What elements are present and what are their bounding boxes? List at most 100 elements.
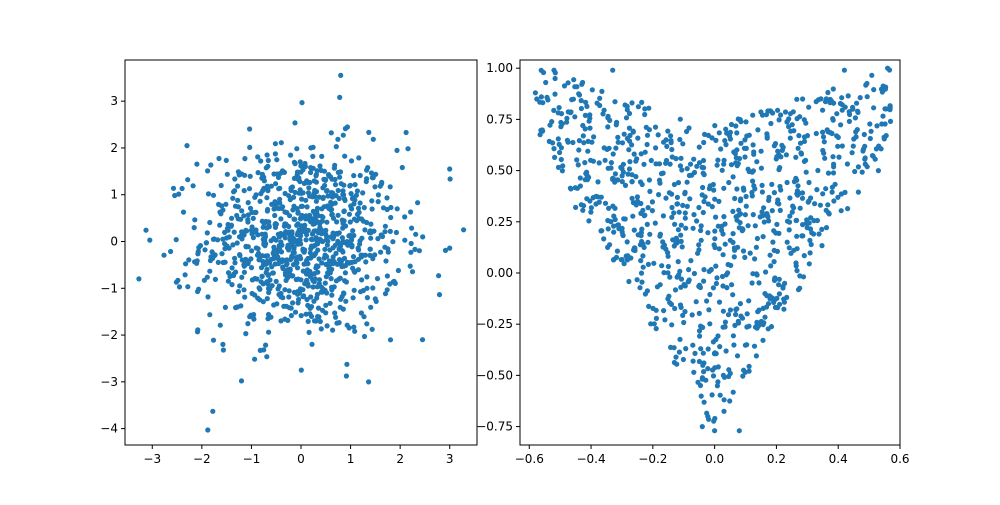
data-point xyxy=(634,277,640,283)
data-point xyxy=(700,209,706,216)
data-point xyxy=(319,218,325,224)
data-point xyxy=(760,337,766,343)
data-point xyxy=(263,165,269,171)
data-point xyxy=(231,189,237,195)
data-point xyxy=(759,112,766,118)
data-point xyxy=(644,141,650,148)
data-point xyxy=(192,217,198,223)
y-tick-label: −4 xyxy=(100,422,118,436)
data-point xyxy=(665,296,671,302)
data-point xyxy=(319,153,325,159)
data-point xyxy=(319,206,325,212)
data-point xyxy=(820,107,826,113)
data-point xyxy=(265,157,271,164)
data-point xyxy=(260,258,266,265)
data-point xyxy=(318,227,324,233)
data-point xyxy=(831,198,837,204)
data-point xyxy=(784,239,790,245)
data-point xyxy=(354,211,361,217)
data-point xyxy=(710,285,717,291)
data-point xyxy=(242,156,248,162)
data-point xyxy=(532,90,539,96)
data-point xyxy=(207,268,213,274)
data-point xyxy=(675,227,682,233)
data-point xyxy=(621,131,627,137)
data-point xyxy=(314,263,320,269)
data-point xyxy=(626,110,633,117)
data-point xyxy=(333,278,339,284)
data-point xyxy=(642,212,648,218)
data-point xyxy=(697,333,703,339)
data-point xyxy=(669,322,675,328)
data-point xyxy=(754,159,760,165)
data-point xyxy=(306,329,312,335)
data-point xyxy=(289,273,295,279)
data-point xyxy=(313,198,319,204)
data-point xyxy=(678,222,684,228)
data-point xyxy=(660,244,666,250)
data-point xyxy=(385,246,391,252)
data-point xyxy=(299,196,305,202)
y-tick-label: 0.75 xyxy=(486,112,513,126)
data-point xyxy=(627,132,633,139)
data-point xyxy=(299,100,305,106)
data-point xyxy=(715,157,721,163)
data-point xyxy=(721,185,727,191)
data-point xyxy=(259,171,265,177)
y-tick-label: −3 xyxy=(100,375,118,389)
data-point xyxy=(288,313,294,319)
data-point xyxy=(344,124,350,130)
data-point xyxy=(272,141,278,147)
data-point xyxy=(722,138,728,144)
data-point xyxy=(586,218,592,224)
data-point xyxy=(311,178,317,184)
data-point xyxy=(340,306,346,312)
data-point xyxy=(585,148,591,154)
data-point xyxy=(685,279,691,285)
data-point xyxy=(615,139,621,145)
data-point xyxy=(676,209,682,215)
data-point xyxy=(351,287,357,293)
data-point xyxy=(788,128,794,134)
data-point xyxy=(678,276,685,282)
data-point xyxy=(266,260,273,266)
data-point xyxy=(780,285,786,291)
data-point xyxy=(205,191,212,197)
data-point xyxy=(282,316,288,322)
data-point xyxy=(705,346,711,352)
data-point xyxy=(800,96,806,102)
data-point xyxy=(304,257,310,264)
data-point xyxy=(762,314,768,320)
data-point xyxy=(556,141,562,147)
data-point xyxy=(640,253,646,259)
data-point xyxy=(243,256,249,262)
data-point xyxy=(639,99,645,105)
data-point xyxy=(763,269,769,275)
data-point xyxy=(303,197,309,203)
data-point xyxy=(363,259,369,265)
data-point xyxy=(855,164,862,170)
data-point xyxy=(335,212,341,218)
data-point xyxy=(635,104,642,110)
data-point xyxy=(798,150,804,156)
data-point xyxy=(653,145,659,151)
data-point xyxy=(794,96,800,102)
data-point xyxy=(416,248,422,254)
data-point xyxy=(222,304,228,310)
data-point xyxy=(823,186,829,192)
data-point xyxy=(229,215,235,221)
data-point xyxy=(298,223,304,229)
data-point xyxy=(825,202,831,208)
data-point xyxy=(750,168,757,174)
data-point xyxy=(771,190,778,196)
data-point xyxy=(619,179,625,185)
data-point xyxy=(232,255,238,261)
data-point xyxy=(691,270,698,277)
data-point xyxy=(347,219,353,225)
data-point xyxy=(704,298,710,304)
data-point xyxy=(734,353,741,359)
data-point xyxy=(310,153,316,159)
data-point xyxy=(835,143,841,149)
data-point xyxy=(694,218,700,224)
data-point xyxy=(296,227,302,233)
